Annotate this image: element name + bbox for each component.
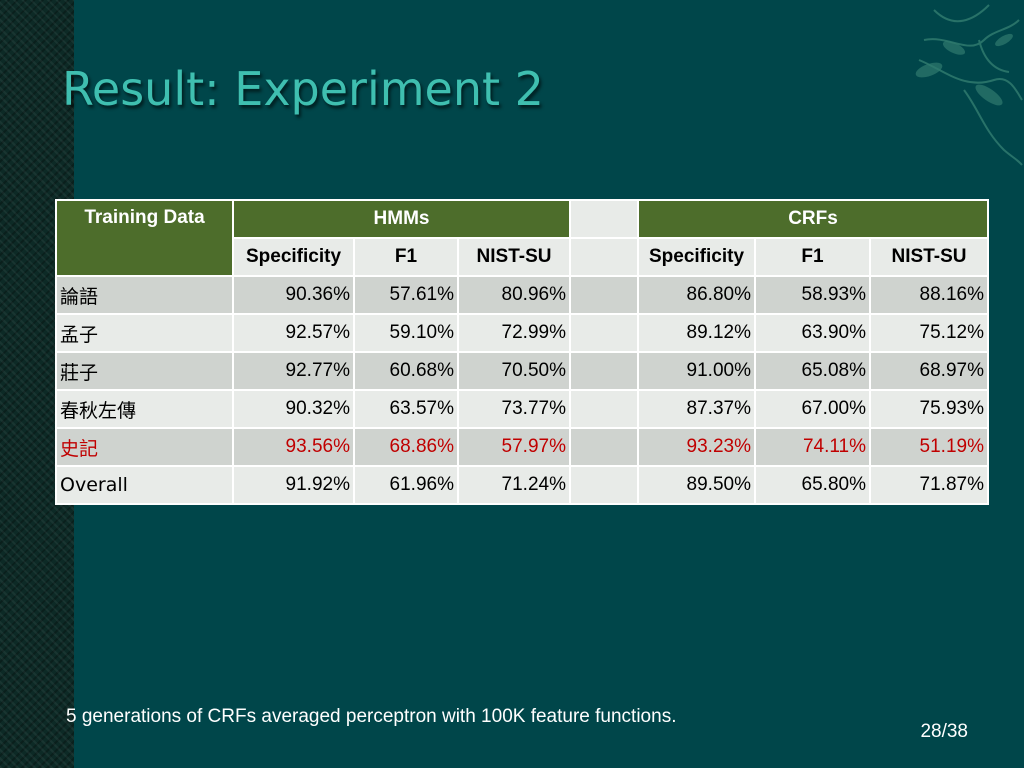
table-row-highlighted: 史記 93.56% 68.86% 57.97% 93.23% 74.11% 51… [55, 427, 989, 467]
subheader-crf-specificity: Specificity [637, 237, 756, 277]
table-header-row: Training Data HMMs CRFs [55, 199, 989, 277]
cell-hmm-specificity: 92.77% [232, 351, 355, 391]
cell-crf-specificity: 93.23% [637, 427, 756, 467]
cell-hmm-nist-su: 57.97% [457, 427, 571, 467]
cell-hmm-nist-su: 80.96% [457, 275, 571, 315]
cell-crf-f1: 65.80% [754, 465, 871, 505]
cell-hmm-f1: 63.57% [353, 389, 459, 429]
table-row: 莊子 92.77% 60.68% 70.50% 91.00% 65.08% 68… [55, 351, 989, 391]
cell-hmm-f1: 60.68% [353, 351, 459, 391]
table-row-overall: Overall 91.92% 61.96% 71.24% 89.50% 65.8… [55, 465, 989, 505]
table-row: 春秋左傳 90.32% 63.57% 73.77% 87.37% 67.00% … [55, 389, 989, 429]
subheader-hmm-nist-su: NIST-SU [457, 237, 571, 277]
cell-crf-nist-su: 75.93% [869, 389, 989, 429]
cell-crf-nist-su: 75.12% [869, 313, 989, 353]
cell-crf-nist-su: 88.16% [869, 275, 989, 315]
cell-hmm-specificity: 90.36% [232, 275, 355, 315]
cell-hmm-nist-su: 71.24% [457, 465, 571, 505]
table-subheader-row: Specificity F1 NIST-SU Specificity F1 NI… [56, 237, 989, 277]
cell-crf-f1: 65.08% [754, 351, 871, 391]
cell-hmm-specificity: 90.32% [232, 389, 355, 429]
cell-hmm-nist-su: 70.50% [457, 351, 571, 391]
cell-hmm-nist-su: 72.99% [457, 313, 571, 353]
cell-hmm-specificity: 91.92% [232, 465, 355, 505]
decorative-plant-ornament-icon [915, 4, 1023, 166]
cell-hmm-specificity: 93.56% [232, 427, 355, 467]
table-row: 論語 90.36% 57.61% 80.96% 86.80% 58.93% 88… [55, 275, 989, 315]
row-label: 論語 [55, 275, 234, 315]
row-label: 莊子 [55, 351, 234, 391]
subheader-crf-nist-su: NIST-SU [869, 237, 989, 277]
slide-title: Result: Experiment 2 [62, 62, 544, 116]
cell-crf-f1: 63.90% [754, 313, 871, 353]
cell-crf-f1: 67.00% [754, 389, 871, 429]
header-training-data: Training Data [55, 199, 234, 277]
cell-hmm-nist-su: 73.77% [457, 389, 571, 429]
page-number: 28/38 [920, 721, 968, 742]
cell-hmm-f1: 61.96% [353, 465, 459, 505]
results-table: Training Data HMMs CRFs Specificity F1 N… [55, 199, 989, 505]
footnote: 5 generations of CRFs averaged perceptro… [66, 706, 677, 727]
cell-crf-specificity: 91.00% [637, 351, 756, 391]
row-label: Overall [55, 465, 234, 505]
row-label: 孟子 [55, 313, 234, 353]
cell-hmm-f1: 57.61% [353, 275, 459, 315]
cell-gap [569, 465, 639, 505]
cell-gap [569, 351, 639, 391]
header-hmms: HMMs [232, 199, 571, 239]
cell-gap [569, 275, 639, 315]
cell-gap [569, 313, 639, 353]
cell-gap [569, 389, 639, 429]
subheader-gap [569, 237, 639, 277]
header-crfs: CRFs [637, 199, 989, 239]
cell-crf-nist-su: 71.87% [869, 465, 989, 505]
header-gap [569, 199, 639, 239]
cell-gap [569, 427, 639, 467]
cell-hmm-specificity: 92.57% [232, 313, 355, 353]
cell-crf-specificity: 87.37% [637, 389, 756, 429]
cell-crf-f1: 58.93% [754, 275, 871, 315]
cell-hmm-f1: 59.10% [353, 313, 459, 353]
cell-crf-specificity: 89.12% [637, 313, 756, 353]
cell-crf-nist-su: 68.97% [869, 351, 989, 391]
cell-crf-f1: 74.11% [754, 427, 871, 467]
row-label: 春秋左傳 [55, 389, 234, 429]
subheader-hmm-f1: F1 [353, 237, 459, 277]
cell-crf-specificity: 86.80% [637, 275, 756, 315]
subheader-hmm-specificity: Specificity [232, 237, 355, 277]
row-label: 史記 [55, 427, 234, 467]
cell-hmm-f1: 68.86% [353, 427, 459, 467]
cell-crf-specificity: 89.50% [637, 465, 756, 505]
table-row: 孟子 92.57% 59.10% 72.99% 89.12% 63.90% 75… [55, 313, 989, 353]
subheader-crf-f1: F1 [754, 237, 871, 277]
cell-crf-nist-su: 51.19% [869, 427, 989, 467]
